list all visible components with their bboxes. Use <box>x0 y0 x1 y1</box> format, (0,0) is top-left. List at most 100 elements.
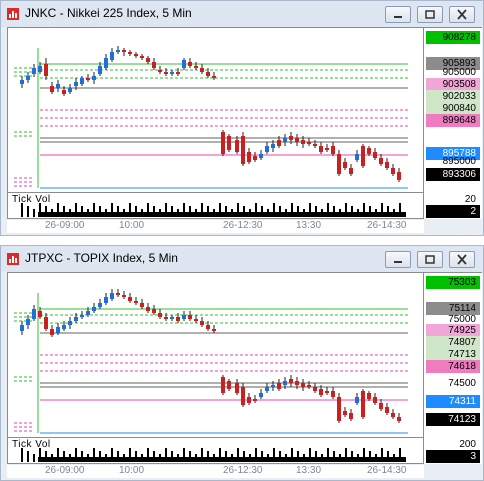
volume-bar <box>201 448 203 462</box>
volume-bar <box>171 206 173 217</box>
volume-bar <box>345 203 347 217</box>
candle-body <box>361 391 365 417</box>
candle-body <box>265 387 269 391</box>
volume-bar <box>363 203 365 217</box>
restore-button[interactable] <box>417 251 443 268</box>
title-bar[interactable]: JTPXC - TOPIX Index, 5 Min <box>1 246 483 272</box>
candle-body <box>98 66 102 74</box>
candle-body <box>331 391 335 397</box>
window-title: JNKC - Nikkei 225 Index, 5 Min <box>25 6 192 20</box>
candle-body <box>313 144 317 146</box>
candle-body <box>259 154 263 158</box>
candle-body <box>32 309 36 319</box>
price-level-label: 903508 <box>426 78 480 91</box>
minimize-button[interactable] <box>385 6 411 23</box>
candle-body <box>307 385 311 387</box>
volume-panel[interactable]: Tick Vol <box>7 437 424 464</box>
candle-body <box>128 297 132 301</box>
candle-body <box>277 383 281 389</box>
volume-bar <box>57 203 59 217</box>
candle-body <box>385 162 389 168</box>
time-tick-label: 26-14:30 <box>367 220 407 231</box>
volume-bar <box>117 451 119 462</box>
volume-bar <box>291 448 293 462</box>
volume-bar <box>243 451 245 462</box>
volume-bar <box>129 203 131 217</box>
volume-bar <box>351 451 353 462</box>
volume-bar <box>273 203 275 217</box>
volume-bar <box>363 448 365 462</box>
candle-body <box>68 88 72 92</box>
candle-body <box>355 397 359 403</box>
candle-body <box>26 76 30 80</box>
volume-bar <box>387 206 389 217</box>
minimize-button[interactable] <box>385 251 411 268</box>
time-axis: 26-09:00 10:00 26-12:30 13:30 26-14:30 <box>7 220 424 233</box>
volume-bar <box>309 448 311 462</box>
candle-body <box>44 317 48 329</box>
candle-body <box>247 152 251 162</box>
candle-body <box>379 158 383 164</box>
volume-bar <box>279 451 281 462</box>
price-level-label: 74807 <box>426 336 480 349</box>
volume-bar <box>369 451 371 462</box>
volume-bar <box>39 203 41 217</box>
price-level-label: 74713 <box>426 348 480 361</box>
volume-bar <box>189 206 191 217</box>
time-tick-label: 13:30 <box>296 465 322 476</box>
candle-body <box>373 397 377 403</box>
candle-body <box>247 397 251 403</box>
candle-body <box>182 315 186 319</box>
close-button[interactable] <box>449 251 475 268</box>
price-level-label: 905000 <box>442 67 476 78</box>
volume-bar <box>81 206 83 217</box>
candle-body <box>331 146 335 154</box>
minimize-icon <box>394 261 402 263</box>
candle-body <box>152 62 156 68</box>
volume-bar <box>255 448 257 462</box>
volume-bar <box>45 451 47 462</box>
volume-bar <box>237 448 239 462</box>
candle-body <box>176 72 180 74</box>
volume-bar <box>99 451 101 462</box>
restore-button[interactable] <box>417 6 443 23</box>
candle-body <box>74 317 78 321</box>
volume-bar <box>129 448 131 462</box>
volume-bar <box>399 203 401 217</box>
candle-body <box>241 387 245 405</box>
volume-bar <box>261 451 263 462</box>
title-bar[interactable]: JNKC - Nikkei 225 Index, 5 Min <box>1 1 483 27</box>
chart-app-icon <box>7 8 19 20</box>
close-icon <box>457 9 467 20</box>
time-tick-label: 13:30 <box>296 220 322 231</box>
candle-body <box>319 146 323 152</box>
candle-body <box>146 307 150 311</box>
volume-current-label: 3 <box>426 450 480 463</box>
volume-bar <box>207 451 209 462</box>
candle-body <box>116 293 120 295</box>
candle-body <box>146 58 150 62</box>
volume-bar <box>225 206 227 217</box>
volume-panel[interactable]: Tick Vol <box>7 192 424 219</box>
volume-bar <box>369 206 371 217</box>
candle-body <box>182 60 186 68</box>
candle-body <box>241 136 245 164</box>
candle-body <box>221 377 225 393</box>
candle-body <box>110 52 114 60</box>
candle-body <box>391 168 395 174</box>
price-level-label: 74618 <box>426 360 480 373</box>
price-axis: 75303 75114 75000 74925 74807 74713 74618 74500… <box>424 272 482 461</box>
price-chart[interactable] <box>7 27 424 216</box>
candle-body <box>349 413 353 419</box>
candle-body <box>349 168 353 174</box>
price-level-label: 900840 <box>426 102 480 115</box>
price-chart[interactable] <box>7 272 424 461</box>
close-button[interactable] <box>449 6 475 23</box>
candle-body <box>116 50 120 52</box>
candle-body <box>56 327 60 333</box>
volume-bar <box>333 206 335 217</box>
volume-label: Tick Vol <box>12 439 51 450</box>
candle-body <box>212 76 216 78</box>
candle-body <box>206 325 210 329</box>
candle-body <box>86 311 90 315</box>
